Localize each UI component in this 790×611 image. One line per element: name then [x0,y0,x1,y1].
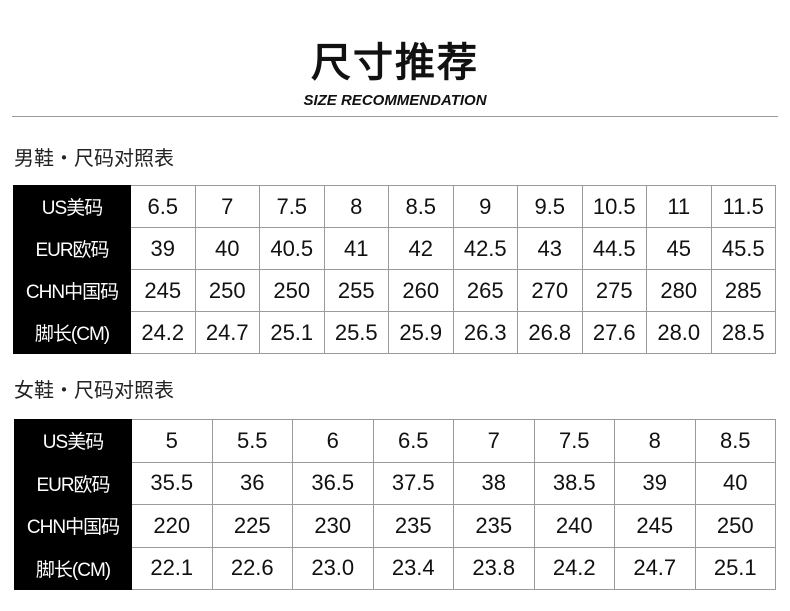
table-cell: 22.6 [211,546,293,590]
table-cell: 25.5 [323,311,389,354]
table-cell: 23.4 [372,546,454,590]
table-cell: 43 [517,227,583,270]
table-cell: 235 [372,504,454,548]
table-cell: 40.5 [259,227,325,270]
page-subtitle: SIZE RECOMMENDATION [303,92,487,109]
table-cell: 24.7 [194,311,260,354]
table-cell: 40 [694,461,776,505]
table-cell: 25.9 [388,311,454,354]
row-header: US美码 [13,185,131,228]
table-cell: 7 [194,185,260,228]
table-cell: 36 [211,461,293,505]
row-header: CHN中国码 [14,504,132,548]
table-row: CHN中国码 220 225 230 235 235 240 245 250 [14,504,776,548]
table-cell: 10.5 [581,185,647,228]
table-cell: 27.6 [581,311,647,354]
table-cell: 7.5 [259,185,325,228]
row-header: EUR欧码 [14,461,132,505]
table-row: EUR欧码 39 40 40.5 41 42 42.5 43 44.5 45 45.5 [13,227,776,270]
table-cell: 240 [533,504,615,548]
table-cell: 260 [388,269,454,312]
table-cell: 250 [694,504,776,548]
table-cell: 8 [323,185,389,228]
row-header: EUR欧码 [13,227,131,270]
table-cell: 265 [452,269,518,312]
table-cell: 24.2 [533,546,615,590]
table-cell: 24.7 [614,546,696,590]
table-cell: 45.5 [710,227,776,270]
table-cell: 38 [453,461,535,505]
table-cell: 245 [130,269,196,312]
table-cell: 39 [130,227,196,270]
table-row: CHN中国码 245 250 250 255 260 265 270 275 280 285 [13,269,776,312]
table-cell: 25.1 [259,311,325,354]
table-cell: 255 [323,269,389,312]
table-cell: 38.5 [533,461,615,505]
table-cell: 8.5 [388,185,454,228]
table-cell: 37.5 [372,461,454,505]
table-cell: 11.5 [710,185,776,228]
row-header: 脚长(CM) [13,311,131,354]
table-cell: 41 [323,227,389,270]
table-row: 脚长(CM) 24.2 24.7 25.1 25.5 25.9 26.3 26.8 27.6 28… [13,311,776,354]
table-cell: 7.5 [533,419,615,463]
table-cell: 42 [388,227,454,270]
table-cell: 42.5 [452,227,518,270]
table-cell: 22.1 [131,546,213,590]
table-cell: 23.0 [292,546,374,590]
page-title: 尺寸推荐 [311,40,479,86]
table-cell: 44.5 [581,227,647,270]
table-cell: 6 [292,419,374,463]
table-cell: 35.5 [131,461,213,505]
women-section-label: 女鞋・尺码对照表 [14,378,174,402]
men-section-label: 男鞋・尺码对照表 [14,146,174,170]
table-cell: 39 [614,461,696,505]
table-cell: 28.5 [710,311,776,354]
table-cell: 5 [131,419,213,463]
table-cell: 40 [194,227,260,270]
table-cell: 8 [614,419,696,463]
table-cell: 28.0 [646,311,712,354]
row-header: 脚长(CM) [14,546,132,590]
table-row: US美码 5 5.5 6 6.5 7 7.5 8 8.5 [14,419,776,463]
table-cell: 250 [259,269,325,312]
table-cell: 9.5 [517,185,583,228]
table-cell: 230 [292,504,374,548]
table-cell: 26.3 [452,311,518,354]
table-cell: 6.5 [372,419,454,463]
table-cell: 5.5 [211,419,293,463]
table-cell: 280 [646,269,712,312]
row-header: US美码 [14,419,132,463]
divider [12,116,778,117]
table-cell: 24.2 [130,311,196,354]
table-cell: 25.1 [694,546,776,590]
table-cell: 8.5 [694,419,776,463]
table-cell: 235 [453,504,535,548]
table-cell: 9 [452,185,518,228]
women-size-table: US美码 5 5.5 6 6.5 7 7.5 8 8.5 EUR欧码 35.5 36 36.5 37.5 3… [14,419,776,590]
table-cell: 26.8 [517,311,583,354]
table-cell: 11 [646,185,712,228]
table-row: 脚长(CM) 22.1 22.6 23.0 23.4 23.8 24.2 24.7 25.1 [14,546,776,590]
men-size-table: US美码 6.5 7 7.5 8 8.5 9 9.5 10.5 11 11.5 EUR欧码 39 40 40… [13,185,776,354]
table-cell: 36.5 [292,461,374,505]
table-cell: 7 [453,419,535,463]
table-cell: 275 [581,269,647,312]
table-cell: 250 [194,269,260,312]
table-cell: 220 [131,504,213,548]
table-row: US美码 6.5 7 7.5 8 8.5 9 9.5 10.5 11 11.5 [13,185,776,228]
table-row: EUR欧码 35.5 36 36.5 37.5 38 38.5 39 40 [14,461,776,505]
table-cell: 45 [646,227,712,270]
table-cell: 6.5 [130,185,196,228]
row-header: CHN中国码 [13,269,131,312]
table-cell: 285 [710,269,776,312]
table-cell: 225 [211,504,293,548]
table-cell: 23.8 [453,546,535,590]
table-cell: 245 [614,504,696,548]
table-cell: 270 [517,269,583,312]
